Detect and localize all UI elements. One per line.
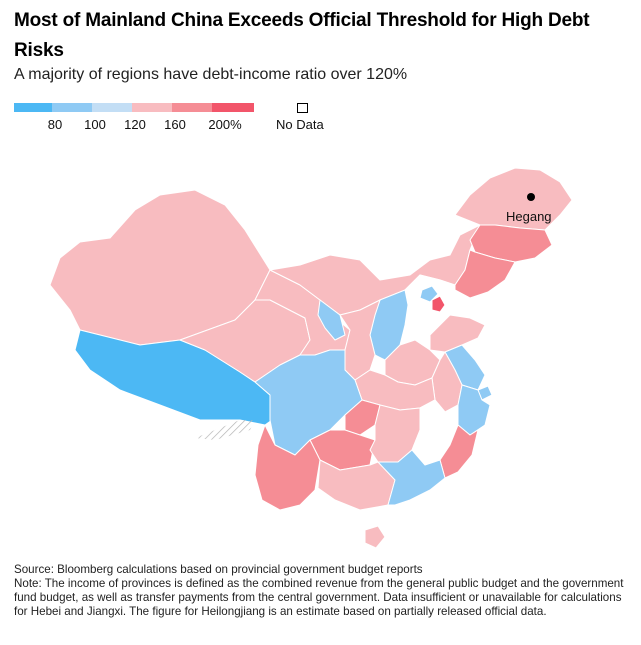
china-debt-map: Hegang bbox=[49, 167, 573, 549]
region-yunnan bbox=[254, 424, 321, 511]
legend-tick: 100 bbox=[84, 117, 106, 132]
region-shaanxi bbox=[339, 299, 381, 381]
source-text: Source: Bloomberg calculations based on … bbox=[14, 563, 423, 576]
disputed-area-hatch bbox=[195, 420, 255, 440]
city-marker bbox=[527, 193, 535, 201]
region-beijing bbox=[419, 285, 439, 303]
legend-swatch-1 bbox=[14, 103, 52, 112]
legend-swatch-6 bbox=[212, 103, 254, 112]
legend-tick: 200% bbox=[208, 117, 242, 132]
city-label: Hegang bbox=[506, 209, 552, 224]
legend-tick: 120 bbox=[124, 117, 146, 132]
legend-tick: 160 bbox=[164, 117, 186, 132]
legend-swatch-4 bbox=[132, 103, 172, 112]
no-data-label: No Data bbox=[276, 117, 324, 132]
region-tianjin bbox=[431, 295, 446, 313]
legend-swatch-3 bbox=[92, 103, 132, 112]
legend-swatch-2 bbox=[52, 103, 92, 112]
region-jilin bbox=[469, 224, 553, 263]
legend-tick: 80 bbox=[47, 117, 63, 132]
region-guangdong bbox=[377, 449, 446, 506]
chart-title: Most of Mainland China Exceeds Official … bbox=[14, 10, 590, 61]
footnotes: Source: Bloomberg calculations based on … bbox=[14, 563, 629, 619]
region-hainan bbox=[364, 525, 386, 549]
chart-subtitle: A majority of regions have debt-income r… bbox=[14, 66, 408, 83]
legend-swatch-5 bbox=[172, 103, 212, 112]
region-shandong bbox=[429, 314, 486, 353]
note-text: Note: The income of provinces is defined… bbox=[14, 577, 624, 618]
no-data-swatch bbox=[297, 103, 308, 113]
region-fujian bbox=[439, 424, 479, 479]
color-legend: 80 100 120 160 200% No Data bbox=[14, 103, 344, 133]
